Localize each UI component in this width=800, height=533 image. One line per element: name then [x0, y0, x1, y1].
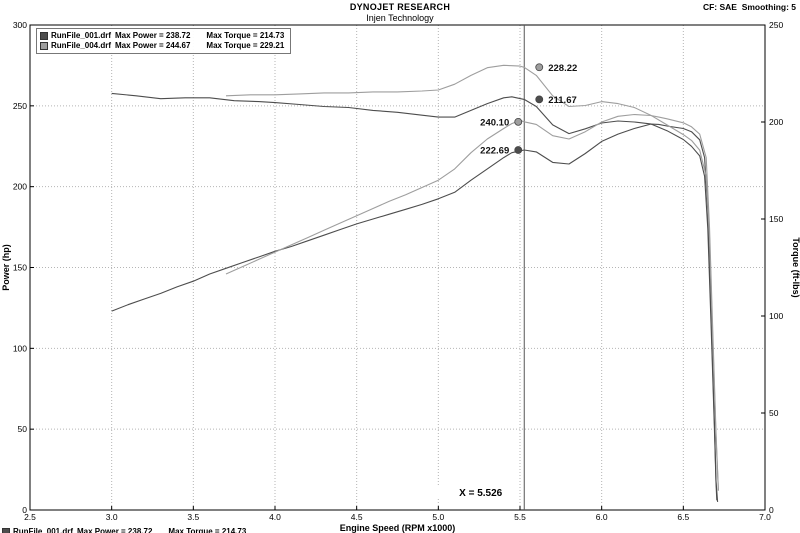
x-tick-label: 3.5 [187, 512, 199, 522]
correction-smoothing-label: CF: SAE Smoothing: 5 [702, 2, 796, 12]
y-right-tick-label: 50 [769, 408, 779, 418]
legend-max-torque: Max Torque = 229.21 [206, 41, 285, 50]
cursor-label-backing [432, 485, 507, 499]
legend-max-torque: Max Torque = 214.73 [206, 31, 285, 40]
legend-swatch-icon [40, 41, 48, 50]
series-power-001 [111, 123, 719, 502]
series-torque-004 [225, 64, 719, 491]
x-axis-label: Engine Speed (RPM x1000) [340, 523, 456, 533]
y-right-tick-label: 150 [769, 214, 783, 224]
x-tick-label: 5.5 [514, 512, 526, 522]
legend-file-name: RunFile_001.drf [13, 527, 74, 533]
clipped-legend-row: RunFile_001.drf Max Power = 238.72 Max Tor… [2, 527, 246, 533]
y-axis-label-power: Power (hp) [1, 244, 11, 291]
legend-max-torque: Max Torque = 214.73 [168, 527, 247, 533]
marker-label-power-001: 222.69 [480, 145, 509, 156]
y-right-tick-label: 0 [769, 505, 774, 515]
x-tick-label: 4.5 [351, 512, 363, 522]
marker-dot-torque-004 [535, 63, 544, 72]
marker-dot-power-001 [514, 146, 523, 154]
x-tick-label: 2.5 [24, 512, 36, 522]
legend-row: RunFile_004.drf Max Power = 244.67 Max Tor… [40, 41, 284, 50]
x-tick-label: 7.0 [759, 512, 771, 522]
x-tick-label: 6.0 [596, 512, 608, 522]
y-left-tick-label: 150 [13, 263, 27, 273]
legend-file-name: RunFile_001.drf [51, 31, 112, 40]
marker-label-torque-004: 228.22 [548, 63, 577, 74]
y-left-tick-label: 50 [18, 424, 28, 434]
legend-max-power: Max Power = 238.72 [115, 31, 191, 40]
legend: RunFile_001.drf Max Power = 238.72 Max Tor… [36, 28, 292, 54]
marker-dot-power-004 [514, 117, 523, 126]
y-left-tick-label: 300 [13, 20, 27, 30]
y-right-tick-label: 200 [769, 117, 783, 127]
y-right-tick-label: 100 [769, 311, 783, 321]
marker-label-torque-001: 211.67 [548, 95, 577, 106]
legend-row: RunFile_001.drf Max Power = 238.72 Max Tor… [2, 527, 246, 533]
x-tick-label: 5.0 [432, 512, 444, 522]
y-left-tick-label: 250 [13, 101, 27, 111]
cursor-x-label: X = 5.526 [459, 488, 503, 499]
legend-max-power: Max Power = 244.67 [115, 41, 191, 50]
series-torque-001 [111, 92, 718, 501]
legend-max-power: Max Power = 238.72 [77, 527, 153, 533]
legend-file-name: RunFile_004.drf [51, 41, 112, 50]
x-tick-label: 3.0 [106, 512, 118, 522]
marker-label-power-004: 240.10 [480, 117, 509, 128]
y-left-tick-label: 100 [13, 343, 27, 353]
marker-dot-torque-001 [535, 95, 544, 104]
y-right-tick-label: 250 [769, 20, 783, 30]
x-tick-label: 6.5 [677, 512, 689, 522]
y-left-tick-label: 200 [13, 182, 27, 192]
x-tick-label: 4.0 [269, 512, 281, 522]
legend-swatch-icon [2, 527, 10, 533]
y-axis-label-torque: Torque (ft-lbs) [791, 237, 800, 297]
y-left-tick-label: 0 [22, 505, 27, 515]
legend-swatch-icon [40, 31, 48, 40]
legend-row: RunFile_001.drf Max Power = 238.72 Max Tor… [40, 31, 284, 40]
